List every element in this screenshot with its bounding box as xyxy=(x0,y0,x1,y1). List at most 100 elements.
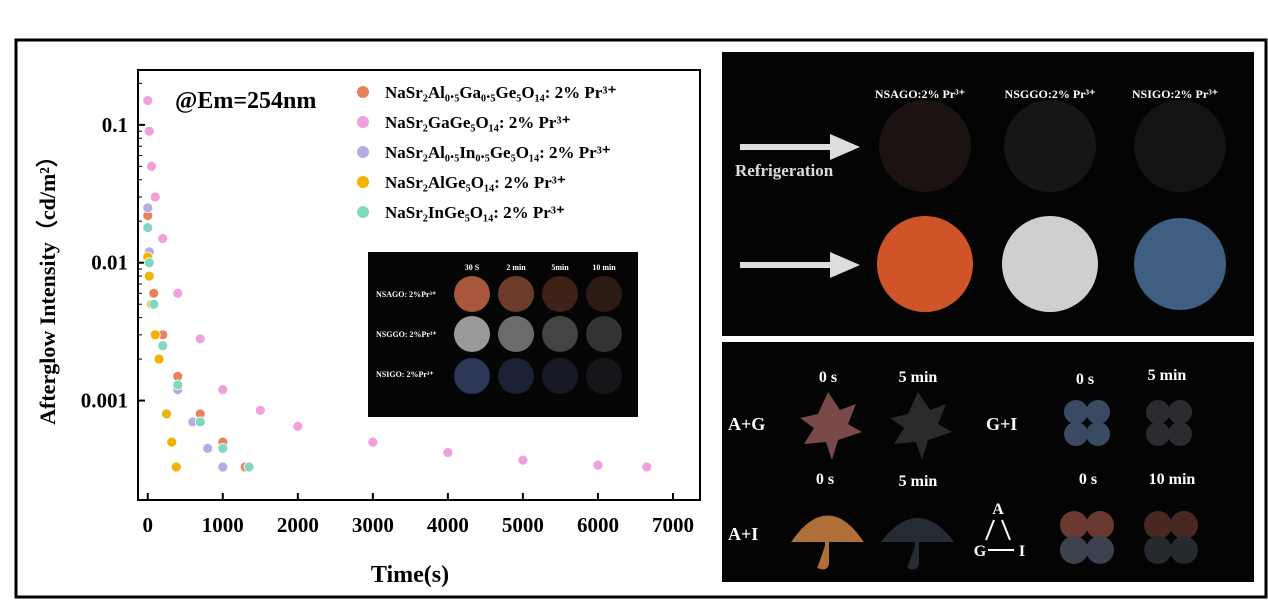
sample xyxy=(586,276,622,312)
hearts xyxy=(1144,511,1198,564)
point xyxy=(143,125,155,137)
point xyxy=(194,333,206,345)
point xyxy=(170,461,182,473)
umbrella xyxy=(880,518,955,570)
sample xyxy=(454,358,490,394)
refrigeration-label: Refrigeration xyxy=(735,161,834,180)
frame xyxy=(14,38,1268,599)
y-tick-label: 0.01 xyxy=(91,251,128,275)
point xyxy=(161,408,172,420)
legend-label: NaSr₂GaGe₅O₁₄: 2% Pr³⁺ xyxy=(385,113,571,132)
clover xyxy=(1146,400,1192,446)
point xyxy=(146,160,157,172)
arrow xyxy=(740,252,860,278)
legend-marker xyxy=(357,86,369,98)
triangle-label: I xyxy=(1019,543,1025,560)
arrow xyxy=(740,134,860,160)
time-label: 0 s xyxy=(1079,471,1097,488)
time-label: 5 min xyxy=(899,473,938,490)
point xyxy=(592,459,604,471)
time-label: 5 min xyxy=(899,369,938,386)
sample xyxy=(1002,216,1098,312)
hearts xyxy=(1060,511,1114,564)
point xyxy=(517,454,529,466)
inset-row: NSGGO: 2%Pr³⁺ xyxy=(376,330,437,339)
legend-marker xyxy=(357,206,369,218)
y-label: Afterglow Intensity（cd/m²） xyxy=(35,145,60,425)
sample xyxy=(586,316,622,352)
point xyxy=(217,461,229,473)
point xyxy=(157,340,169,352)
point xyxy=(142,202,154,214)
x-tick-label: 3000 xyxy=(352,513,394,537)
x-tick-label: 0 xyxy=(143,513,154,537)
point xyxy=(149,191,161,203)
x-tick-label: 6000 xyxy=(577,513,619,537)
time-label: 0 s xyxy=(1076,371,1094,388)
x-tick-label: 7000 xyxy=(652,513,694,537)
pair-label: A+G xyxy=(728,414,765,434)
legend-marker xyxy=(357,116,369,128)
point xyxy=(194,416,206,428)
point xyxy=(142,222,154,233)
sample xyxy=(877,216,973,312)
point xyxy=(143,257,155,269)
point xyxy=(149,329,161,341)
x-tick-label: 2000 xyxy=(277,513,319,537)
plot-frame xyxy=(137,69,701,501)
inset-col: 5min xyxy=(551,263,569,272)
inset-col: 2 min xyxy=(506,263,526,272)
triangle xyxy=(985,519,1014,551)
series xyxy=(142,251,182,473)
sample xyxy=(498,276,534,312)
sample xyxy=(1004,100,1096,192)
x-label: Time(s) xyxy=(371,562,449,588)
time-label: 10 min xyxy=(1149,471,1196,488)
annotation: @Em=254nm xyxy=(175,88,316,114)
point xyxy=(172,287,184,299)
column-label: NSIGO:2% Pr³⁺ xyxy=(1132,87,1218,101)
legend-label: NaSr₂Al₀.₅In₀.₅Ge₅O₁₄: 2% Pr³⁺ xyxy=(385,143,611,162)
point xyxy=(143,270,155,282)
point xyxy=(148,287,160,299)
sample xyxy=(498,316,534,352)
sample xyxy=(454,276,490,312)
panel-bottom: 0 s 5 min 0 s 5 min 0 s 5 min 0 s 10 min… xyxy=(722,342,1254,582)
sample xyxy=(1134,100,1226,192)
point xyxy=(148,298,160,310)
point xyxy=(153,353,165,365)
sample xyxy=(879,100,971,192)
point xyxy=(641,461,653,473)
x-tick-label: 4000 xyxy=(427,513,469,537)
sample xyxy=(542,276,578,312)
sample xyxy=(542,358,578,394)
sample xyxy=(586,358,622,394)
point xyxy=(217,442,229,454)
column-label: NSGGO:2% Pr³⁺ xyxy=(1005,87,1096,101)
inset-row: NSIGO: 2%Pr³⁺ xyxy=(376,370,434,379)
pair-label: G+I xyxy=(986,414,1017,434)
point xyxy=(367,436,379,448)
point xyxy=(166,436,178,448)
legend-label: NaSr₂InGe₅O₁₄: 2% Pr³⁺ xyxy=(385,203,565,222)
point xyxy=(157,233,169,244)
inset: 30 S 2 min 5min 10 min NSAGO: 2%Pr³⁺ NSG… xyxy=(368,252,638,417)
x-tick-label: 1000 xyxy=(202,513,244,537)
time-label: 0 s xyxy=(816,471,834,488)
legend-marker xyxy=(357,176,369,188)
time-label: 0 s xyxy=(819,369,837,386)
x-tick-label: 5000 xyxy=(502,513,544,537)
legend-marker xyxy=(357,146,369,158)
point xyxy=(243,461,255,473)
series xyxy=(142,222,255,473)
point xyxy=(254,404,266,416)
chart: @Em=254nm Time(s) Afterglow Intensity（cd… xyxy=(35,69,701,588)
point xyxy=(172,379,184,391)
sample xyxy=(454,316,490,352)
y-tick-label: 0.1 xyxy=(102,113,128,137)
leaf xyxy=(800,392,862,460)
inset-col: 30 S xyxy=(465,263,480,272)
point xyxy=(142,95,154,106)
leaf xyxy=(890,392,952,460)
